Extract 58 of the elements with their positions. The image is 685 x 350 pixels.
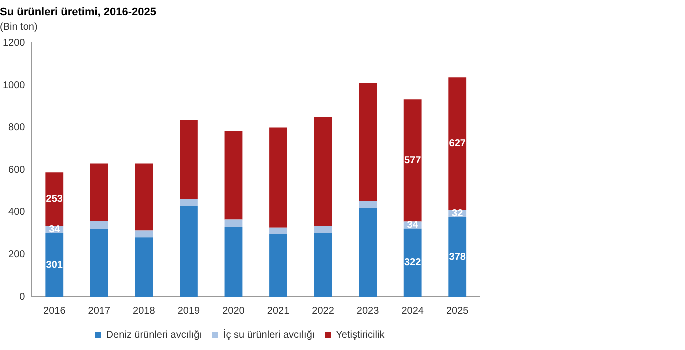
data-label: 34 [407,220,419,232]
bar [404,228,422,297]
y-tick-label: 800 [8,122,26,134]
x-tick-label: 2022 [312,306,335,317]
bar [135,238,154,297]
y-tick-label: 600 [8,164,26,176]
x-tick-label: 2021 [267,306,290,317]
bar [314,226,332,234]
data-label: 577 [404,155,422,166]
bar [46,172,64,226]
x-tick-label: 2019 [178,306,201,317]
y-tick-label: 1200 [2,38,26,49]
y-tick-label: 0 [20,292,26,303]
data-label: 627 [449,138,466,150]
bar [448,78,467,210]
bar [180,199,198,206]
bar [270,234,288,297]
legend-label: Yetiştiricilik [336,330,386,341]
y-tick-label: 400 [8,207,26,218]
bar [90,164,108,222]
data-label: 34 [49,224,61,236]
bar [359,208,378,297]
x-tick-label: 2025 [446,306,470,317]
bar [224,220,243,228]
bar [270,128,288,228]
data-label: 32 [452,208,464,220]
bar [359,201,378,208]
bar [448,217,467,297]
x-tick-label: 2018 [133,306,156,317]
x-tick-label: 2016 [44,306,66,317]
bar [90,229,108,297]
bar [135,164,154,231]
data-label: 378 [449,252,466,263]
bar [180,120,198,200]
data-label: 253 [46,194,64,206]
chart-subtitle: (Bin ton) [0,22,38,33]
bar [90,221,108,230]
y-tick-label: 200 [8,249,26,260]
bar [314,233,332,297]
bar [404,100,422,222]
x-tick-label: 2024 [402,306,424,317]
x-tick-label: 2017 [88,306,111,317]
chart-title: Su ürünleri üretimi, 2016-2025 [0,6,157,19]
legend-label: Deniz ürünleri avcılığı [106,330,202,341]
y-tick-label: 1000 [2,80,26,92]
x-tick-label: 2023 [356,306,380,317]
bar [135,230,154,238]
bar [224,227,243,297]
x-tick-label: 2020 [222,306,246,317]
data-label: 301 [46,260,64,271]
bar [180,206,198,297]
data-label: 322 [404,258,422,269]
bar [46,233,64,297]
bar [270,228,288,234]
bar [224,131,243,220]
legend-label: İç su ürünleri avcılığı [223,328,316,341]
bar [359,82,378,202]
bar [314,117,332,226]
